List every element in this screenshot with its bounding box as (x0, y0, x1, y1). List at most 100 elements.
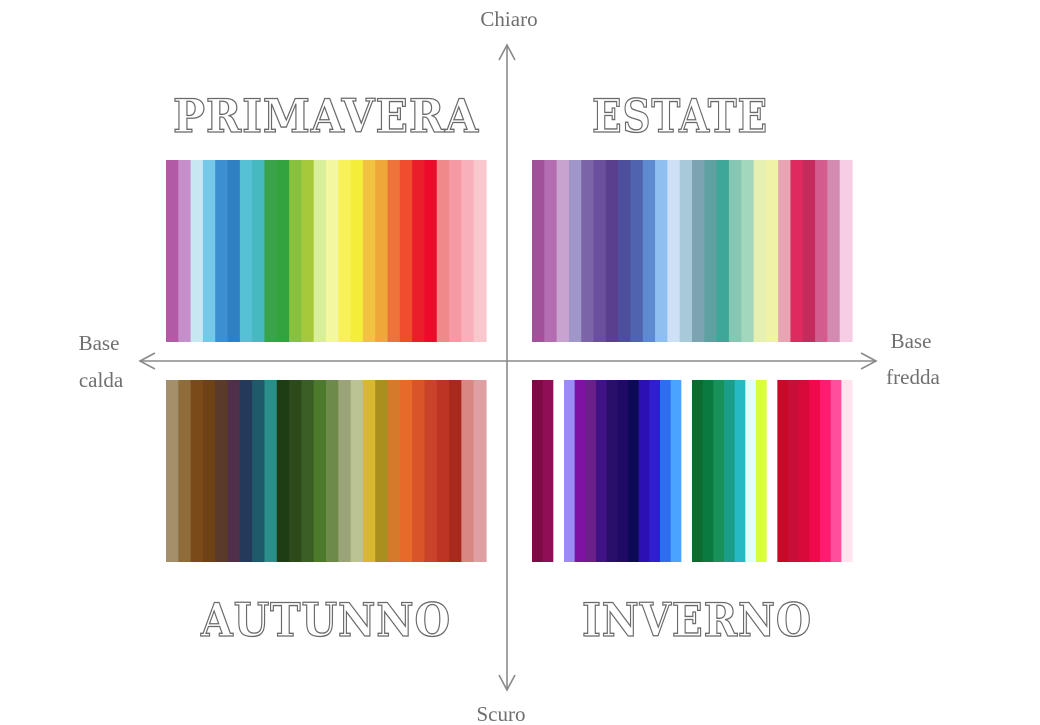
color-swatch (628, 380, 640, 562)
color-swatch (702, 380, 714, 562)
color-swatch (264, 160, 278, 342)
color-swatch (387, 160, 401, 342)
color-swatch (765, 160, 779, 342)
color-swatch (252, 380, 266, 562)
color-swatch (679, 160, 693, 342)
color-swatch (660, 380, 672, 562)
color-swatch (593, 160, 607, 342)
palette-inverno (532, 380, 853, 562)
axis-label-left-line2: calda (79, 368, 124, 392)
color-swatch (289, 160, 302, 342)
color-swatch (642, 160, 656, 342)
color-swatch (667, 160, 681, 342)
color-swatch (655, 160, 668, 342)
color-swatch (802, 160, 816, 342)
color-swatch (166, 160, 179, 342)
axis-label-right-line2: fredda (886, 365, 940, 389)
color-swatch (424, 160, 438, 342)
color-swatch (617, 380, 629, 562)
color-swatch (839, 160, 853, 342)
color-swatch (734, 380, 746, 562)
color-swatch (412, 160, 426, 342)
color-swatch (227, 380, 241, 562)
color-swatch (178, 380, 192, 562)
color-swatch (692, 160, 705, 342)
color-swatch (777, 380, 789, 562)
color-swatch (190, 160, 204, 342)
color-swatch (568, 160, 582, 342)
color-swatch (399, 380, 413, 562)
color-swatch (362, 160, 376, 342)
axis-label-bottom: Scuro (477, 702, 526, 725)
color-swatch (350, 160, 364, 342)
color-swatch (728, 160, 742, 342)
color-swatch (350, 380, 364, 562)
color-swatch (326, 160, 339, 342)
color-swatch (449, 160, 462, 342)
color-swatch (713, 380, 725, 562)
color-swatch (375, 160, 389, 342)
color-swatch (239, 160, 253, 342)
color-swatch (670, 380, 682, 562)
color-swatch (556, 160, 570, 342)
color-swatch (618, 160, 632, 342)
color-swatch (585, 380, 597, 562)
palette-estate (532, 160, 853, 342)
color-swatch (605, 160, 619, 342)
color-swatch (301, 160, 315, 342)
color-swatch (313, 380, 327, 562)
color-swatch (239, 380, 253, 562)
color-swatch (338, 160, 352, 342)
color-swatch (532, 380, 544, 562)
color-swatch (276, 160, 290, 342)
arrow-down-icon (498, 674, 516, 692)
color-swatch (830, 380, 842, 562)
color-swatch (215, 380, 229, 562)
season-title-inverno: INVERNO (582, 593, 812, 647)
color-swatch (473, 380, 487, 562)
color-swatch (564, 380, 576, 562)
color-swatch (532, 160, 545, 342)
color-swatch (301, 380, 315, 562)
season-title-primavera: PRIMAVERA (173, 89, 479, 143)
color-swatch (436, 160, 450, 342)
color-swatch (649, 380, 661, 562)
color-swatch (449, 380, 462, 562)
color-swatch (716, 160, 730, 342)
color-swatch (362, 380, 376, 562)
color-swatch (581, 160, 595, 342)
color-swatch (704, 160, 718, 342)
color-swatch (766, 380, 778, 562)
color-swatch (596, 380, 608, 562)
color-swatch (745, 380, 757, 562)
color-swatch (399, 160, 413, 342)
season-title-estate: ESTATE (592, 89, 768, 143)
season-title-autunno: AUTUNNO (200, 593, 451, 647)
color-swatch (692, 380, 704, 562)
color-swatch (473, 160, 487, 342)
color-swatch (461, 380, 475, 562)
color-swatch (202, 380, 216, 562)
color-swatch (542, 380, 554, 562)
color-swatch (630, 160, 644, 342)
color-swatch (788, 380, 800, 562)
color-swatch (606, 380, 618, 562)
color-swatch (827, 160, 841, 342)
color-swatch (681, 380, 693, 562)
color-swatch (756, 380, 768, 562)
vertical-axis (498, 43, 516, 692)
axis-label-right-line1: Base (891, 329, 932, 353)
color-swatch (313, 160, 327, 342)
arrow-up-icon (498, 43, 516, 61)
color-swatch (724, 380, 736, 562)
color-swatch (166, 380, 179, 562)
color-swatch (778, 160, 792, 342)
color-swatch (424, 380, 438, 562)
color-swatch (202, 160, 216, 342)
axis-label-top: Chiaro (480, 7, 537, 31)
color-swatch (190, 380, 204, 562)
color-swatch (338, 380, 352, 562)
color-swatch (264, 380, 278, 562)
arrow-left-icon (138, 352, 156, 370)
